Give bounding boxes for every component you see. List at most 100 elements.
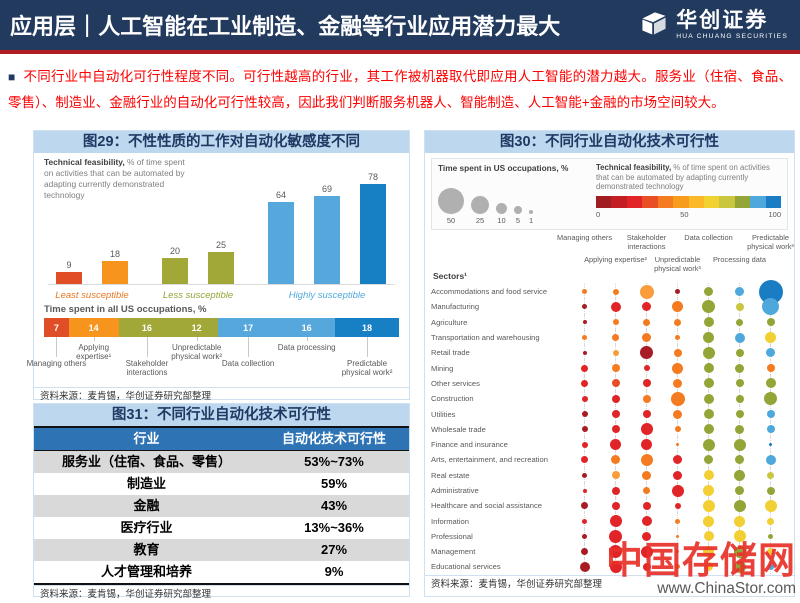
- bubble-cell: [724, 376, 755, 391]
- bubble: [581, 548, 588, 555]
- bubble: [641, 546, 653, 558]
- bubble: [673, 471, 682, 480]
- bar: 20: [162, 258, 188, 284]
- bubble-cell: [600, 299, 631, 314]
- bubble-cell: [755, 406, 786, 421]
- gradient-segment: [596, 196, 611, 208]
- size-legend-item: 5: [514, 206, 522, 225]
- bubble-cell: [755, 529, 786, 544]
- bubble-cell: [724, 498, 755, 513]
- gradient-segment: [673, 196, 688, 208]
- stacked-segment: 12: [175, 318, 218, 337]
- bubble-cell: [662, 284, 693, 299]
- bubble: [704, 531, 714, 541]
- bubble-cells: [569, 345, 786, 360]
- bubble: [674, 349, 682, 357]
- bubble-cell: [631, 559, 662, 574]
- bubble: [703, 332, 714, 343]
- sector-label: Wholesale trade: [431, 425, 569, 434]
- sector-label: Manufacturing: [431, 302, 569, 311]
- bubble: [613, 350, 619, 356]
- bubble-cell: [724, 284, 755, 299]
- bubble: [609, 530, 622, 543]
- table-header-feasibility: 自动化技术可行性: [259, 428, 409, 450]
- bubble-column-header: Stakeholder interactions: [615, 234, 679, 251]
- bubble-cells: [569, 559, 786, 574]
- bubble-cell: [600, 498, 631, 513]
- bubble: [583, 351, 587, 355]
- bubble-cell: [693, 391, 724, 406]
- bubble: [643, 487, 650, 494]
- bar-value-label: 64: [268, 190, 294, 200]
- bubble-cell: [662, 299, 693, 314]
- sector-row: Educational services: [431, 559, 788, 574]
- bubble-cell: [693, 483, 724, 498]
- bubble-cell: [662, 559, 693, 574]
- bubble: [766, 348, 775, 357]
- bubble: [612, 364, 620, 372]
- bubble-cell: [693, 315, 724, 330]
- bubble: [642, 333, 651, 342]
- bubble-cells: [569, 529, 786, 544]
- bubble-cell: [693, 544, 724, 559]
- bubble: [612, 487, 620, 495]
- bar: 25: [208, 252, 234, 284]
- bubble: [671, 392, 685, 406]
- bubble: [582, 411, 588, 417]
- feasibility-cell: 27%: [259, 539, 409, 561]
- bubble-cell: [631, 452, 662, 467]
- bubble-cells: [569, 544, 786, 559]
- bubble: [675, 519, 680, 524]
- bubble: [613, 289, 619, 295]
- bubble-cell: [662, 513, 693, 528]
- bubble: [703, 516, 714, 527]
- brand-logo: 华创证券 HUA CHUANG SECURITIES: [638, 7, 800, 44]
- bubble: [767, 425, 775, 433]
- bubble-cell: [631, 406, 662, 421]
- bubble-column-header: Predictable physical work³: [739, 234, 800, 251]
- bubble-cell: [569, 544, 600, 559]
- bubble-cell: [662, 376, 693, 391]
- bubble-cell: [724, 299, 755, 314]
- bubble-cell: [631, 360, 662, 375]
- bubble: [767, 487, 775, 495]
- sector-row: Finance and insurance: [431, 437, 788, 452]
- bubble-cell: [569, 376, 600, 391]
- sector-row: Real estate: [431, 468, 788, 483]
- bubble-cell: [724, 406, 755, 421]
- bubble: [768, 564, 774, 570]
- sector-row: Wholesale trade: [431, 422, 788, 437]
- bubble-cell: [600, 345, 631, 360]
- bubble: [672, 301, 683, 312]
- bubble: [734, 500, 746, 512]
- logo-cn: 华创证券: [676, 10, 788, 31]
- bubble-cell: [693, 529, 724, 544]
- bubble: [767, 318, 775, 326]
- legend-circle-label: 1: [529, 216, 533, 225]
- sector-label: Retail trade: [431, 348, 569, 357]
- bubble-cell: [693, 376, 724, 391]
- bar: 9: [56, 272, 82, 284]
- bubble: [611, 302, 621, 312]
- bubble-cells: [569, 406, 786, 421]
- bubble: [734, 546, 746, 558]
- bubble-cell: [693, 299, 724, 314]
- bubble-cell: [600, 391, 631, 406]
- occupation-label: Data processing: [273, 343, 341, 352]
- bubble: [704, 287, 713, 296]
- bubble-cell: [600, 529, 631, 544]
- industry-cell: 服务业（住宿、食品、零售）: [34, 451, 259, 473]
- bubble: [704, 378, 714, 388]
- bubble-cell: [662, 360, 693, 375]
- bubble-cell: [724, 513, 755, 528]
- label-tick: [367, 337, 368, 357]
- bubble-cell: [631, 376, 662, 391]
- logo-en: HUA CHUANG SECURITIES: [676, 34, 788, 41]
- industry-cell: 医疗行业: [34, 517, 259, 539]
- bubble: [676, 535, 679, 538]
